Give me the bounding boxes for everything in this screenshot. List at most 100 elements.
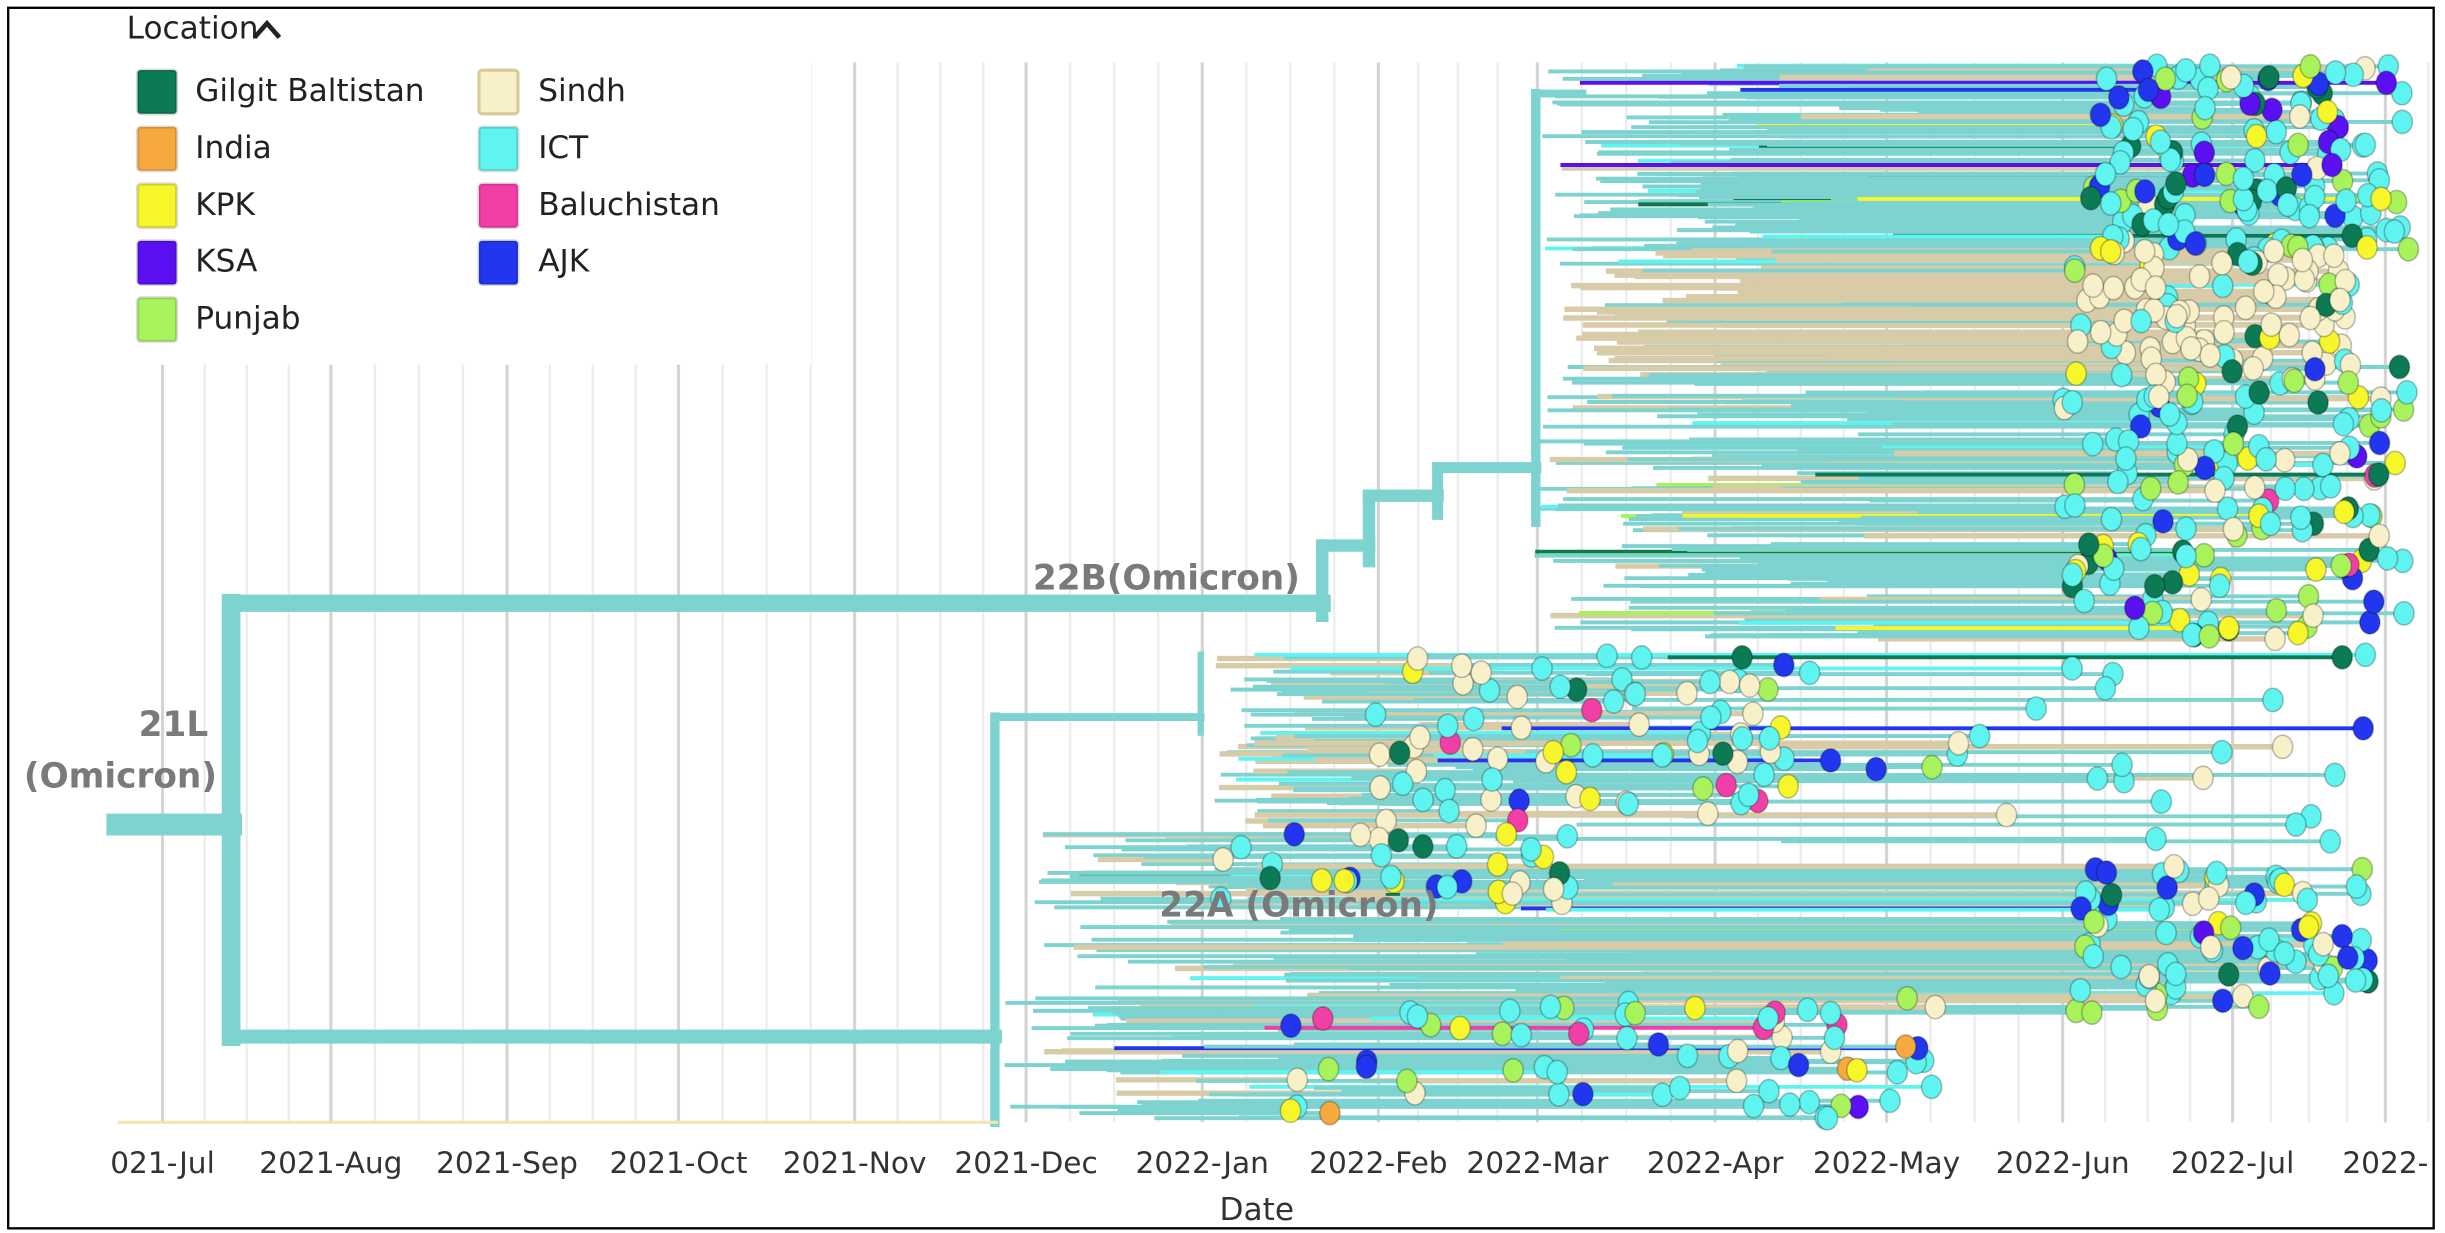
tip[interactable] [1411, 833, 1434, 859]
tip[interactable] [1699, 669, 1721, 695]
tip[interactable] [2111, 752, 2133, 778]
tip[interactable] [2155, 920, 2178, 946]
tip[interactable] [2217, 962, 2240, 987]
tip[interactable] [2095, 860, 2118, 886]
tip[interactable] [2265, 597, 2288, 623]
tip[interactable] [1692, 776, 1714, 801]
tip[interactable] [2147, 384, 2170, 410]
tip[interactable] [2129, 413, 2152, 439]
tip[interactable] [1865, 756, 1888, 782]
tip[interactable] [1684, 995, 1706, 1021]
tip[interactable] [1772, 652, 1795, 678]
tip[interactable] [1616, 1025, 1638, 1051]
tip[interactable] [2323, 762, 2346, 788]
tip[interactable] [2311, 452, 2334, 478]
tip[interactable] [1462, 706, 1485, 732]
tip[interactable] [2354, 132, 2377, 158]
tip[interactable] [1796, 997, 1819, 1023]
tip[interactable] [1886, 1059, 1909, 1085]
tip[interactable] [1333, 868, 1356, 894]
tip[interactable] [2220, 64, 2242, 90]
tip[interactable] [1715, 772, 1738, 798]
tip[interactable] [1777, 773, 1800, 799]
tip[interactable] [2298, 203, 2321, 229]
tip[interactable] [1531, 656, 1553, 682]
tip[interactable] [1546, 1059, 1569, 1085]
tip[interactable] [2184, 231, 2207, 256]
tip[interactable] [2328, 440, 2351, 466]
tip[interactable] [1567, 1021, 1590, 1047]
tip[interactable] [1481, 767, 1504, 792]
tip[interactable] [2197, 886, 2220, 912]
tip[interactable] [1757, 676, 1779, 702]
tip[interactable] [1445, 833, 1468, 859]
tip[interactable] [2219, 915, 2242, 941]
tip[interactable] [2333, 499, 2356, 525]
tip[interactable] [2193, 542, 2216, 568]
tip[interactable] [1279, 1098, 1302, 1124]
legend-title[interactable]: Location [127, 11, 259, 47]
tip[interactable] [2176, 383, 2199, 409]
tip[interactable] [2352, 715, 2375, 741]
tip[interactable] [2094, 161, 2117, 187]
tip[interactable] [2397, 236, 2420, 262]
tip[interactable] [2175, 516, 2197, 542]
tip[interactable] [1731, 725, 1754, 751]
tip[interactable] [1498, 998, 1521, 1024]
legend-swatch[interactable] [136, 125, 179, 173]
tip[interactable] [2283, 368, 2306, 394]
tip[interactable] [2335, 188, 2357, 214]
tip[interactable] [1461, 736, 1484, 762]
tip[interactable] [1579, 786, 1601, 812]
tip[interactable] [1758, 725, 1781, 751]
tip[interactable] [2368, 523, 2391, 549]
tip[interactable] [1370, 842, 1393, 868]
tip[interactable] [2025, 696, 2048, 722]
tip[interactable] [2299, 305, 2322, 331]
tip[interactable] [2331, 923, 2354, 949]
tip[interactable] [2256, 178, 2279, 204]
tip[interactable] [1408, 724, 1431, 750]
tip[interactable] [2276, 192, 2299, 218]
tip[interactable] [2106, 469, 2129, 495]
tip[interactable] [2217, 615, 2240, 641]
tip[interactable] [1506, 684, 1529, 710]
tip[interactable] [2248, 994, 2270, 1020]
tip[interactable] [2324, 60, 2347, 85]
tip[interactable] [2376, 545, 2399, 571]
tip[interactable] [2148, 897, 2171, 923]
tip[interactable] [2114, 446, 2137, 472]
tip[interactable] [2175, 543, 2197, 569]
tip[interactable] [2167, 469, 2190, 495]
tip[interactable] [2095, 66, 2118, 92]
tip[interactable] [2079, 185, 2102, 211]
tip[interactable] [2122, 116, 2144, 142]
tip[interactable] [2100, 882, 2123, 908]
tip[interactable] [2262, 238, 2285, 264]
tip[interactable] [2138, 963, 2161, 989]
tip[interactable] [1742, 1093, 1765, 1119]
legend-swatch[interactable] [477, 239, 520, 287]
tip[interactable] [2317, 963, 2340, 989]
tip[interactable] [2221, 358, 2244, 384]
tip[interactable] [2109, 149, 2132, 175]
legend-swatch[interactable] [136, 296, 179, 343]
tip[interactable] [1725, 1068, 1748, 1094]
legend-label[interactable]: Baluchistan [538, 187, 720, 223]
tip[interactable] [1758, 1078, 1780, 1104]
tip[interactable] [2198, 623, 2221, 649]
tip[interactable] [2341, 223, 2364, 249]
tip[interactable] [2165, 303, 2188, 329]
tip[interactable] [1651, 742, 1674, 768]
tip[interactable] [2063, 492, 2086, 518]
tip[interactable] [1676, 1043, 1699, 1069]
tip[interactable] [2299, 53, 2322, 79]
tip[interactable] [2288, 104, 2311, 129]
tip[interactable] [2190, 586, 2213, 612]
tip[interactable] [1355, 1054, 1378, 1080]
tip[interactable] [1286, 1067, 1309, 1093]
tip[interactable] [1510, 715, 1533, 741]
tip[interactable] [2370, 397, 2393, 423]
tip[interactable] [1798, 660, 1821, 686]
tip[interactable] [2133, 238, 2156, 264]
